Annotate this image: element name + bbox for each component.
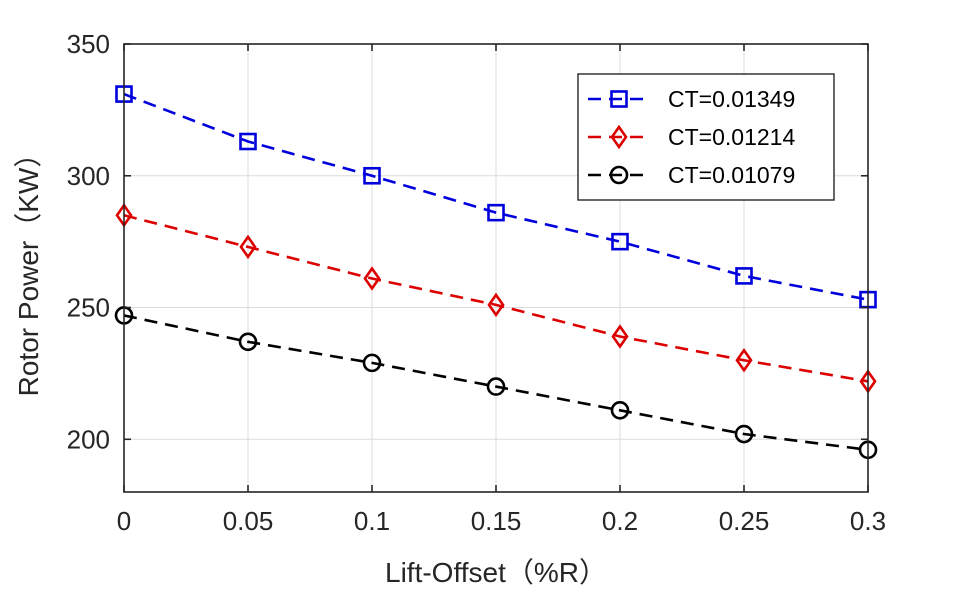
legend-label: CT=0.01349 xyxy=(668,86,795,112)
x-axis-label: Lift-Offset（%R） xyxy=(385,557,607,588)
data-point-circle xyxy=(734,424,754,444)
legend-item: CT=0.01079 xyxy=(588,162,795,188)
y-tick-label: 250 xyxy=(67,293,110,323)
series-line xyxy=(123,214,869,383)
series-line xyxy=(123,92,869,301)
data-point-diamond xyxy=(363,266,381,291)
data-point-square xyxy=(735,267,753,285)
data-point-circle xyxy=(362,353,382,373)
x-tick-label: 0.15 xyxy=(471,506,522,536)
data-point-diamond xyxy=(735,347,753,373)
data-point-circle xyxy=(486,377,506,396)
x-tick-label: 0.1 xyxy=(354,506,390,536)
legend-item: CT=0.01349 xyxy=(588,86,795,112)
legend-item: CT=0.01214 xyxy=(588,124,795,150)
legend: CT=0.01349 CT=0.01214 CT=0.01079 xyxy=(577,73,835,201)
data-point-diamond xyxy=(611,324,629,349)
series-square xyxy=(115,85,877,309)
series-diamond xyxy=(115,203,877,394)
legend-marker-circle xyxy=(609,165,629,185)
axis-ticks: 0 0.05 0.1 0.15 0.2 0.25 0.3 200 250 300 350 xyxy=(67,29,886,536)
legend-marker-square xyxy=(610,90,628,108)
x-tick-label: 0 xyxy=(117,506,131,536)
series-circle xyxy=(114,306,878,460)
series-layer xyxy=(114,85,878,460)
y-tick-label: 200 xyxy=(67,424,110,454)
data-point-square xyxy=(487,203,505,222)
x-tick-label: 0.25 xyxy=(719,506,770,536)
x-tick-label: 0.3 xyxy=(850,506,886,536)
x-tick-label: 0.2 xyxy=(602,506,638,536)
y-axis-label: Rotor Power（KW） xyxy=(13,140,44,397)
data-point-diamond xyxy=(239,234,257,260)
data-point-circle xyxy=(610,401,630,420)
legend-marker-diamond xyxy=(610,124,628,150)
legend-label: CT=0.01079 xyxy=(668,162,795,188)
series-line xyxy=(123,314,869,452)
data-point-diamond xyxy=(487,292,505,318)
data-point-square xyxy=(363,166,381,185)
data-point-square xyxy=(239,132,257,151)
y-tick-label: 350 xyxy=(67,29,110,59)
data-point-square xyxy=(611,232,629,251)
legend-label: CT=0.01214 xyxy=(668,124,795,150)
y-tick-label: 300 xyxy=(67,161,110,191)
x-tick-label: 0.05 xyxy=(223,506,274,536)
data-point-circle xyxy=(238,332,258,352)
